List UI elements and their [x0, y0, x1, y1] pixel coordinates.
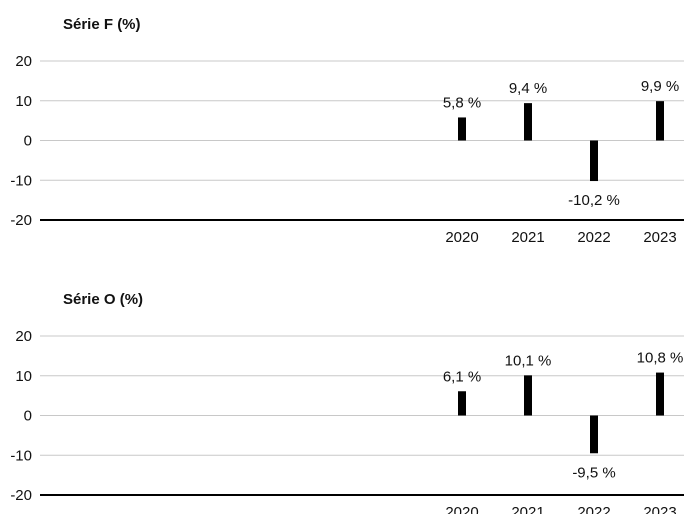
- data-label: 10,1 %: [505, 352, 552, 369]
- bar-2022: [590, 415, 598, 454]
- chart-title-serie-f: Série F (%): [63, 16, 141, 33]
- y-tick-label: -20: [10, 212, 32, 229]
- gridlines: [40, 335, 684, 496]
- value-labels: 6,1 % 10,1 % -9,5 % 10,8 %: [443, 350, 684, 482]
- y-tick-label: 10: [15, 93, 32, 110]
- chart-panel-serie-f: Série F (%) 20 10 0 -10 -20 5,8 % 9,4 % -10,2 …: [10, 16, 684, 246]
- data-label: 6,1 %: [443, 368, 481, 385]
- y-tick-label: 0: [24, 408, 32, 425]
- data-label: 9,9 %: [641, 78, 679, 95]
- y-tick-label: 0: [24, 133, 32, 150]
- data-label: 10,8 %: [637, 350, 684, 367]
- data-label: -9,5 %: [572, 464, 615, 481]
- x-tick-label: 2021: [511, 229, 544, 246]
- bar-2023: [656, 101, 664, 141]
- chart-panel-serie-o: Série O (%) 20 10 0 -10 -20 6,1 % 10,1 % -9,5 …: [10, 291, 684, 514]
- x-tick-label: 2022: [577, 229, 610, 246]
- x-tick-label: 2023: [643, 504, 676, 514]
- bar-2023: [656, 372, 664, 416]
- x-tick-label: 2020: [445, 504, 478, 514]
- y-tick-label: -10: [10, 447, 32, 464]
- x-tick-label: 2020: [445, 229, 478, 246]
- y-tick-label: -10: [10, 172, 32, 189]
- bar-2020: [458, 391, 466, 416]
- bar-2021: [524, 103, 532, 141]
- y-tick-label: -20: [10, 487, 32, 504]
- x-tick-label: 2023: [643, 229, 676, 246]
- bar-2022: [590, 140, 598, 182]
- x-tick-labels: 2020 2021 2022 2023: [445, 229, 676, 246]
- chart-title-serie-o: Série O (%): [63, 291, 143, 308]
- gridlines: [40, 60, 684, 221]
- value-labels: 5,8 % 9,4 % -10,2 % 9,9 %: [443, 78, 679, 209]
- data-label: -10,2 %: [568, 192, 620, 209]
- bars: [458, 372, 664, 454]
- data-label: 5,8 %: [443, 94, 481, 111]
- y-tick-label: 20: [15, 53, 32, 70]
- x-tick-labels: 2020 2021 2022 2023: [445, 504, 676, 514]
- y-tick-labels: 20 10 0 -10 -20: [10, 53, 32, 229]
- bar-2021: [524, 375, 532, 416]
- data-label: 9,4 %: [509, 80, 547, 97]
- y-tick-labels: 20 10 0 -10 -20: [10, 328, 32, 504]
- x-tick-label: 2022: [577, 504, 610, 514]
- bars: [458, 101, 664, 182]
- bar-2020: [458, 117, 466, 141]
- y-tick-label: 20: [15, 328, 32, 345]
- x-tick-label: 2021: [511, 504, 544, 514]
- y-tick-label: 10: [15, 368, 32, 385]
